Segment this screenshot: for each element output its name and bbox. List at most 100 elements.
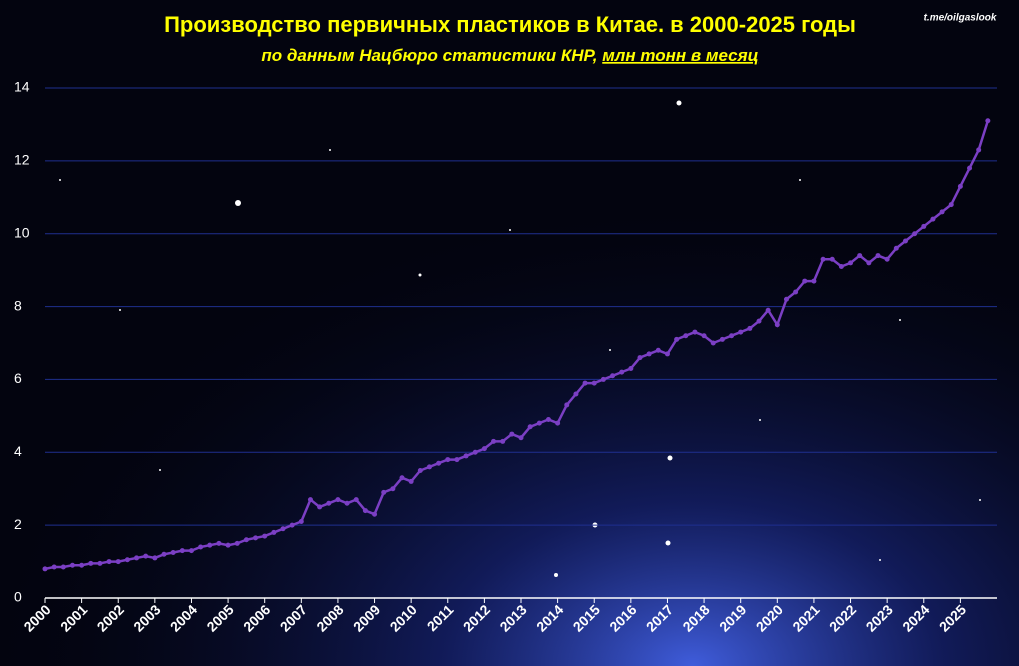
data-point: [573, 391, 579, 397]
data-point: [948, 202, 954, 208]
data-point: [985, 118, 991, 124]
data-point: [838, 264, 844, 269]
data-point: [646, 351, 652, 357]
data-point: [912, 231, 918, 237]
data-point: [582, 380, 588, 386]
data-point: [253, 535, 259, 541]
data-point: [683, 333, 689, 339]
data-point: [884, 256, 890, 262]
data-point: [79, 562, 85, 568]
data-point: [774, 322, 780, 328]
data-point: [280, 526, 286, 532]
data-point: [957, 183, 963, 189]
data-point: [793, 289, 799, 295]
data-point: [51, 564, 57, 570]
data-point: [271, 529, 277, 535]
data-point: [97, 560, 103, 566]
data-point: [829, 256, 835, 262]
data-point: [509, 431, 515, 437]
data-point: [408, 478, 414, 484]
data-point: [69, 562, 75, 568]
data-point: [637, 355, 643, 361]
data-point: [399, 475, 405, 481]
data-point: [161, 551, 167, 557]
data-point: [454, 457, 460, 463]
data-point: [564, 402, 570, 408]
data-point: [802, 278, 808, 284]
data-point: [463, 453, 469, 459]
data-point: [60, 564, 66, 570]
data-point: [536, 420, 542, 426]
data-point: [143, 553, 149, 559]
data-point: [445, 457, 451, 463]
data-point: [500, 438, 506, 444]
data-point: [335, 497, 341, 503]
y-tick-label: 8: [14, 297, 22, 313]
data-point: [188, 548, 194, 554]
data-point: [747, 325, 753, 331]
data-point: [417, 468, 423, 473]
data-point: [655, 347, 661, 353]
data-point: [518, 435, 524, 441]
data-point: [106, 559, 112, 565]
data-point: [198, 544, 204, 550]
data-point: [326, 500, 332, 506]
data-point: [545, 417, 551, 422]
data-point: [372, 511, 378, 517]
data-point: [527, 424, 533, 430]
data-point: [436, 460, 442, 466]
data-point: [344, 500, 350, 506]
data-point: [170, 549, 176, 555]
data-point: [289, 522, 295, 528]
data-point: [42, 566, 48, 572]
y-tick-label: 14: [14, 79, 30, 95]
data-point: [207, 542, 213, 548]
data-point: [124, 557, 130, 563]
data-point: [600, 376, 606, 382]
data-point: [866, 260, 872, 266]
data-point: [353, 497, 359, 503]
y-tick-label: 4: [14, 443, 22, 459]
data-point: [930, 216, 936, 222]
data-point: [875, 253, 881, 259]
data-point: [216, 540, 222, 546]
data-point: [298, 519, 304, 524]
data-point: [317, 504, 323, 510]
data-point: [555, 420, 561, 426]
data-point: [481, 446, 487, 452]
data-point: [88, 560, 94, 566]
data-point: [729, 333, 735, 339]
data-point: [893, 245, 899, 251]
subtitle-unit: млн тонн в месяц: [602, 46, 758, 65]
data-point: [491, 438, 497, 444]
data-point: [820, 256, 826, 262]
watermark: t.me/oilgaslook: [924, 13, 997, 24]
data-point: [472, 449, 478, 455]
data-point: [426, 464, 432, 470]
data-point: [619, 369, 625, 375]
data-point: [939, 209, 945, 215]
data-point: [307, 497, 313, 503]
data-point: [902, 238, 908, 244]
data-point: [115, 559, 121, 565]
data-point: [811, 278, 817, 284]
data-point: [701, 333, 707, 339]
data-point: [921, 223, 927, 229]
data-point: [738, 329, 744, 335]
data-point: [756, 318, 762, 324]
y-tick-label: 0: [14, 589, 22, 605]
chart-subtitle: по данным Нацбюро статистики КНР, млн то…: [261, 46, 758, 65]
subtitle-text: по данным Нацбюро статистики КНР,: [261, 46, 602, 65]
data-point: [674, 336, 680, 342]
data-point: [848, 260, 854, 266]
data-point: [710, 340, 716, 346]
data-point: [976, 147, 982, 153]
data-point: [225, 542, 231, 548]
data-point: [719, 336, 725, 342]
data-point: [134, 555, 140, 561]
data-point: [628, 366, 634, 371]
data-point: [967, 165, 973, 171]
y-tick-label: 2: [14, 516, 22, 532]
data-point: [591, 380, 597, 386]
